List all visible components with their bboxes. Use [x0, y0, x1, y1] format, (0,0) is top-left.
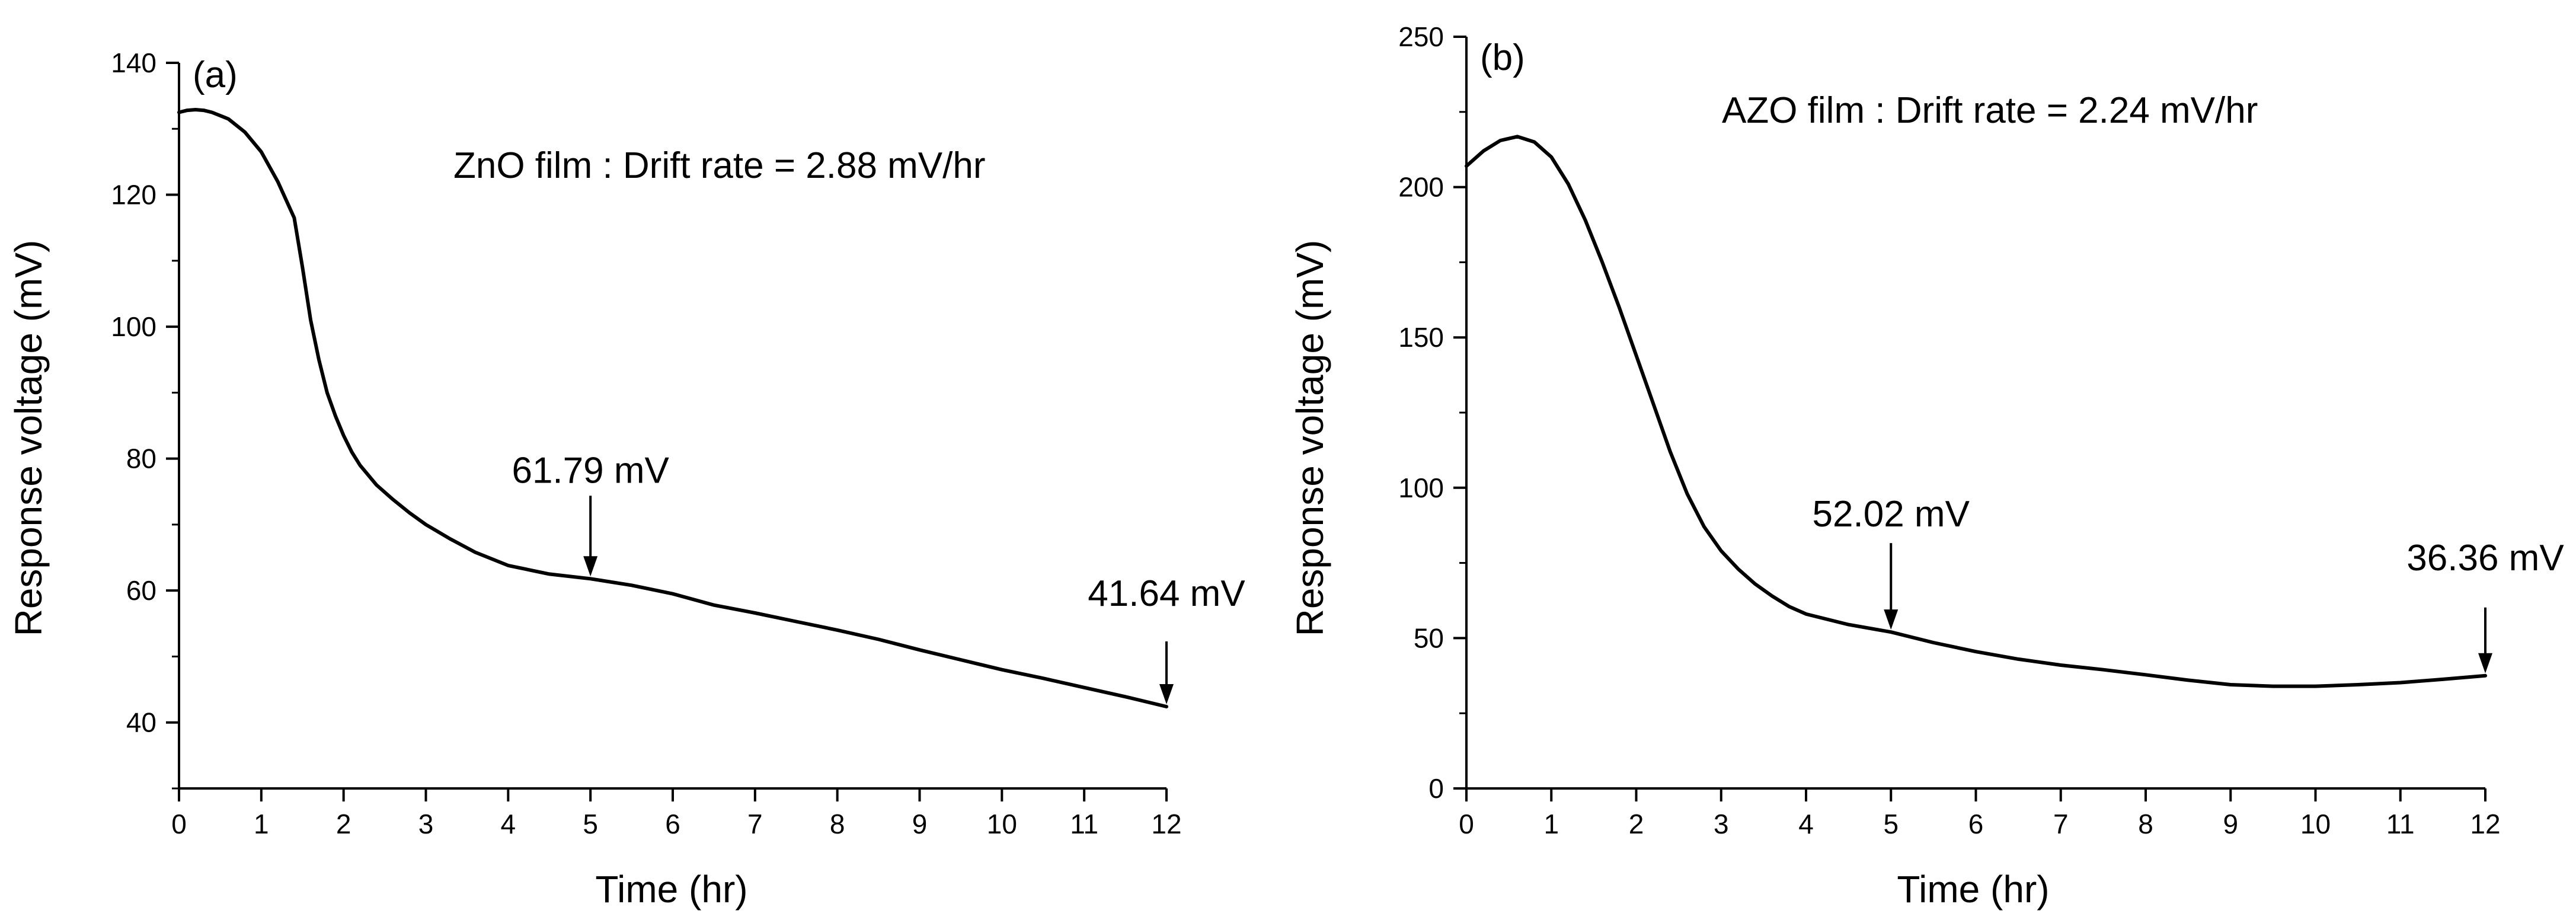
- panel-b-x-tick-label: 12: [2470, 809, 2500, 839]
- panel-b-x-tick-label: 8: [2138, 809, 2153, 839]
- panel-a-x-tick-label: 5: [583, 809, 598, 839]
- panel-a-marker-label: 41.64 mV: [1088, 573, 1245, 614]
- panel-b-x-tick-label: 0: [1459, 809, 1474, 839]
- panel-a-y-tick-label: 120: [111, 180, 156, 210]
- panel-b-y-tick-label: 50: [1414, 622, 1444, 653]
- panel-a-marker-arrowhead: [583, 556, 598, 577]
- panel-a-y-tick-label: 60: [126, 575, 156, 606]
- panel-a-x-tick-label: 4: [501, 809, 516, 839]
- panel-a-x-tick-label: 6: [665, 809, 680, 839]
- panel-b-x-tick-label: 10: [2300, 809, 2331, 839]
- panel-b-ylabel: Response voltage (mV): [1289, 240, 1331, 637]
- panel-b-xlabel: Time (hr): [1897, 868, 2049, 911]
- panel-b-x-tick-label: 6: [1968, 809, 1984, 839]
- panel-a-x-tick-label: 10: [987, 809, 1017, 839]
- panel-b-x-tick-label: 5: [1883, 809, 1899, 839]
- panel-b-marker-arrowhead: [1884, 609, 1899, 630]
- panel-b-marker-label: 36.36 mV: [2406, 538, 2564, 579]
- panel-b-annotation: AZO film : Drift rate = 2.24 mV/hr: [1722, 90, 2258, 131]
- panel-a-y-tick-label: 100: [111, 311, 156, 342]
- panel-a-annotation: ZnO film : Drift rate = 2.88 mV/hr: [453, 145, 986, 186]
- panel-b-y-tick-label: 250: [1398, 21, 1444, 52]
- panel-a-marker-arrowhead: [1159, 684, 1174, 705]
- panel-a-x-tick-label: 0: [171, 809, 187, 839]
- panel-a-x-tick-label: 3: [418, 809, 434, 839]
- panel-a-x-tick-label: 7: [747, 809, 763, 839]
- panel-a-series-line: [177, 108, 1168, 708]
- panel-a-xlabel: Time (hr): [595, 868, 747, 911]
- panel-b-y-tick-label: 0: [1428, 773, 1444, 804]
- panel-a-x-tick-label: 8: [830, 809, 845, 839]
- panel-a-x-tick-label: 1: [254, 809, 269, 839]
- panel-a-y-tick-label: 140: [111, 47, 156, 78]
- panel-b-y-tick-label: 150: [1398, 322, 1444, 353]
- panel-b-marker-arrowhead: [2478, 653, 2492, 673]
- panel-a-y-tick-label: 80: [126, 443, 156, 474]
- panel-a-x-tick-label: 11: [1070, 809, 1098, 839]
- panel-b-x-tick-label: 2: [1629, 809, 1644, 839]
- panel-b-x-tick-label: 1: [1543, 809, 1559, 839]
- panel-a-marker-label: 61.79 mV: [512, 450, 669, 491]
- panel-b-x-tick-label: 3: [1714, 809, 1729, 839]
- panel-b-x-tick-label: 11: [2386, 809, 2415, 839]
- panel-a-y-tick-label: 40: [126, 707, 156, 738]
- panel-b-x-tick-label: 7: [2053, 809, 2069, 839]
- panel-b-y-tick-label: 100: [1398, 472, 1444, 503]
- panel-b-y-tick-label: 200: [1398, 172, 1444, 203]
- panel-a-x-tick-label: 12: [1151, 809, 1181, 839]
- panel-b-series-line: [1465, 135, 2487, 688]
- panel-a-x-tick-label: 9: [912, 809, 928, 839]
- panel-a-label: (a): [193, 55, 238, 95]
- panel-b-label: (b): [1480, 37, 1525, 78]
- panel-b-marker-label: 52.02 mV: [1813, 494, 1970, 535]
- panel-b-x-tick-label: 4: [1798, 809, 1814, 839]
- panel-b-x-tick-label: 9: [2223, 809, 2238, 839]
- panel-a-x-tick-label: 2: [336, 809, 351, 839]
- panel-a-ylabel: Response voltage (mV): [7, 240, 50, 637]
